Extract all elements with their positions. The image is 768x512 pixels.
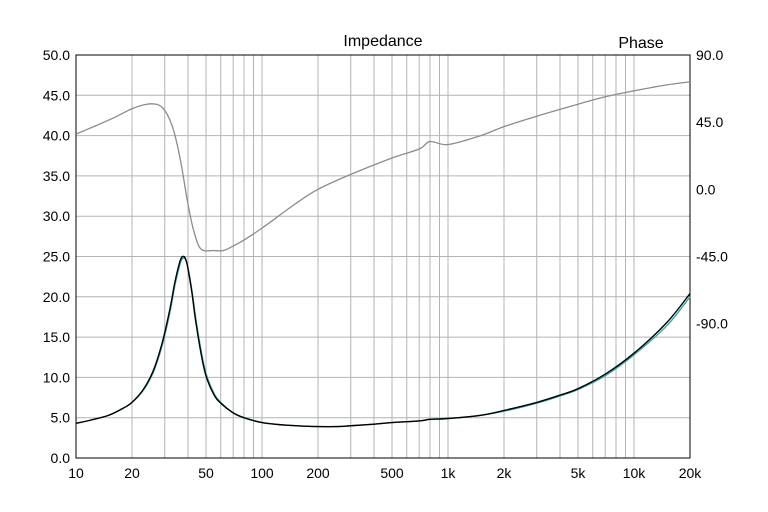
x-tick-label: 100 xyxy=(250,465,274,481)
chart-title: Impedance xyxy=(343,33,422,50)
y-tick-label: 50.0 xyxy=(43,47,70,63)
y2-tick-label: 90.0 xyxy=(696,47,723,63)
x-tick-label: 1k xyxy=(441,465,457,481)
x-tick-label: 200 xyxy=(306,465,330,481)
y2-tick-label: 45.0 xyxy=(696,114,723,130)
y2-tick-label: 0.0 xyxy=(696,181,716,197)
y2-tick-label: -45.0 xyxy=(696,249,728,265)
x-tick-label: 10k xyxy=(623,465,647,481)
y-tick-label: 35.0 xyxy=(43,168,70,184)
y-tick-label: 30.0 xyxy=(43,208,70,224)
plot-frame xyxy=(75,54,691,459)
y-tick-label: 0.0 xyxy=(51,450,71,466)
series-layer xyxy=(75,81,691,428)
y-tick-label: 25.0 xyxy=(43,249,70,265)
phase-line xyxy=(75,81,691,252)
right-axis-title: Phase xyxy=(618,35,663,52)
x-tick-label: 5k xyxy=(571,465,587,481)
impedance-alt-line xyxy=(75,257,691,428)
y-tick-label: 15.0 xyxy=(43,329,70,345)
tick-labels: 50.0 45.0 40.0 35.0 30.0 25.0 20.0 15.0 10.0 5.0 0… xyxy=(43,47,728,481)
y-tick-label: 5.0 xyxy=(51,410,71,426)
x-tick-label: 50 xyxy=(198,465,214,481)
y2-tick-label: -90.0 xyxy=(696,316,728,332)
impedance-line xyxy=(75,255,691,428)
x-tick-label: 500 xyxy=(380,465,404,481)
y-tick-label: 45.0 xyxy=(43,87,70,103)
y-tick-label: 40.0 xyxy=(43,128,70,144)
x-tick-label: 2k xyxy=(497,465,513,481)
y-tick-label: 10.0 xyxy=(43,369,70,385)
grid-lines xyxy=(76,55,690,458)
x-tick-label: 10 xyxy=(68,465,84,481)
x-tick-label: 20 xyxy=(124,465,140,481)
y-tick-label: 20.0 xyxy=(43,289,70,305)
x-tick-label: 20k xyxy=(679,465,703,481)
